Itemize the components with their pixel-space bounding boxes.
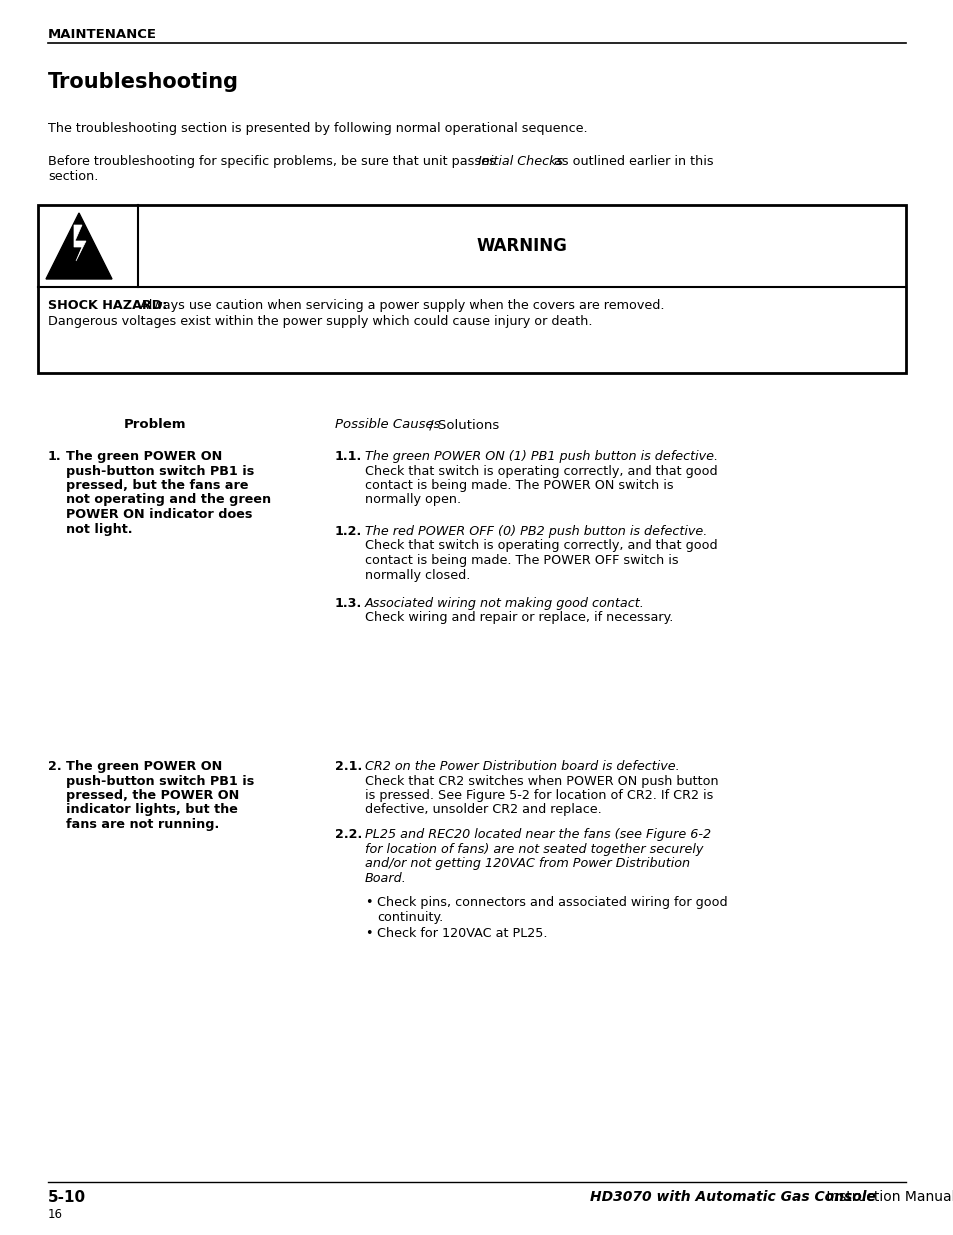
Text: Always use caution when servicing a power supply when the covers are removed.: Always use caution when servicing a powe…	[136, 299, 664, 312]
Text: as outlined earlier in this: as outlined earlier in this	[550, 156, 713, 168]
Text: CR2 on the Power Distribution board is defective.: CR2 on the Power Distribution board is d…	[365, 760, 679, 773]
Text: and/or not getting 120VAC from Power Distribution: and/or not getting 120VAC from Power Dis…	[365, 857, 689, 869]
Text: WARNING: WARNING	[476, 237, 567, 254]
Bar	[38, 205, 905, 373]
Text: normally open.: normally open.	[365, 494, 460, 506]
Text: contact is being made. The POWER OFF switch is: contact is being made. The POWER OFF swi…	[365, 555, 678, 567]
Text: not light.: not light.	[66, 522, 132, 536]
Text: 2.2.: 2.2.	[335, 827, 362, 841]
Text: Check pins, connectors and associated wiring for good: Check pins, connectors and associated wi…	[376, 897, 727, 909]
Text: continuity.: continuity.	[376, 910, 443, 924]
Text: SHOCK HAZARD:: SHOCK HAZARD:	[48, 299, 167, 312]
Text: section.: section.	[48, 170, 98, 184]
Text: Before troubleshooting for specific problems, be sure that unit passes: Before troubleshooting for specific prob…	[48, 156, 499, 168]
Text: 5-10: 5-10	[48, 1191, 86, 1205]
Text: The red POWER OFF (0) PB2 push button is defective.: The red POWER OFF (0) PB2 push button is…	[365, 525, 706, 538]
Text: 16: 16	[48, 1208, 63, 1221]
Text: push-button switch PB1 is: push-button switch PB1 is	[66, 774, 254, 788]
Text: is pressed. See Figure 5-2 for location of CR2. If CR2 is: is pressed. See Figure 5-2 for location …	[365, 789, 713, 802]
Text: defective, unsolder CR2 and replace.: defective, unsolder CR2 and replace.	[365, 804, 601, 816]
Text: The green POWER ON: The green POWER ON	[66, 450, 222, 463]
Text: The troubleshooting section is presented by following normal operational sequenc: The troubleshooting section is presented…	[48, 122, 587, 135]
Text: Associated wiring not making good contact.: Associated wiring not making good contac…	[365, 597, 644, 610]
Text: 1.: 1.	[48, 450, 62, 463]
Text: MAINTENANCE: MAINTENANCE	[48, 28, 157, 41]
Text: normally closed.: normally closed.	[365, 568, 470, 582]
Text: pressed, but the fans are: pressed, but the fans are	[66, 479, 248, 492]
Text: not operating and the green: not operating and the green	[66, 494, 271, 506]
Text: Check that switch is operating correctly, and that good: Check that switch is operating correctly…	[365, 540, 717, 552]
Text: Initial Checks: Initial Checks	[477, 156, 562, 168]
Text: Instruction Manual: Instruction Manual	[821, 1191, 953, 1204]
Text: 2.1.: 2.1.	[335, 760, 362, 773]
Text: 2.: 2.	[48, 760, 62, 773]
Text: •: •	[365, 927, 372, 940]
Text: 1.3.: 1.3.	[335, 597, 362, 610]
Text: The green POWER ON (1) PB1 push button is defective.: The green POWER ON (1) PB1 push button i…	[365, 450, 718, 463]
Text: Dangerous voltages exist within the power supply which could cause injury or dea: Dangerous voltages exist within the powe…	[48, 315, 592, 327]
Text: fans are not running.: fans are not running.	[66, 818, 219, 831]
Text: pressed, the POWER ON: pressed, the POWER ON	[66, 789, 239, 802]
Text: Possible Causes: Possible Causes	[335, 417, 440, 431]
Text: Problem: Problem	[124, 417, 186, 431]
Polygon shape	[46, 212, 112, 279]
Text: PL25 and REC20 located near the fans (see Figure 6-2: PL25 and REC20 located near the fans (se…	[365, 827, 710, 841]
Text: Troubleshooting: Troubleshooting	[48, 72, 239, 91]
Text: POWER ON indicator does: POWER ON indicator does	[66, 508, 253, 521]
Text: The green POWER ON: The green POWER ON	[66, 760, 222, 773]
Text: Check that switch is operating correctly, and that good: Check that switch is operating correctly…	[365, 464, 717, 478]
Text: •: •	[365, 897, 372, 909]
Text: 1.2.: 1.2.	[335, 525, 362, 538]
Text: / Solutions: / Solutions	[424, 417, 498, 431]
Text: Check that CR2 switches when POWER ON push button: Check that CR2 switches when POWER ON pu…	[365, 774, 718, 788]
Text: Check wiring and repair or replace, if necessary.: Check wiring and repair or replace, if n…	[365, 611, 673, 625]
Text: indicator lights, but the: indicator lights, but the	[66, 804, 237, 816]
Text: push-button switch PB1 is: push-button switch PB1 is	[66, 464, 254, 478]
Text: Check for 120VAC at PL25.: Check for 120VAC at PL25.	[376, 927, 547, 940]
Text: 1.1.: 1.1.	[335, 450, 362, 463]
Polygon shape	[74, 225, 86, 261]
Text: HD3070 with Automatic Gas Console: HD3070 with Automatic Gas Console	[589, 1191, 875, 1204]
Text: contact is being made. The POWER ON switch is: contact is being made. The POWER ON swit…	[365, 479, 673, 492]
Text: for location of fans) are not seated together securely: for location of fans) are not seated tog…	[365, 842, 702, 856]
Text: Board.: Board.	[365, 872, 406, 884]
